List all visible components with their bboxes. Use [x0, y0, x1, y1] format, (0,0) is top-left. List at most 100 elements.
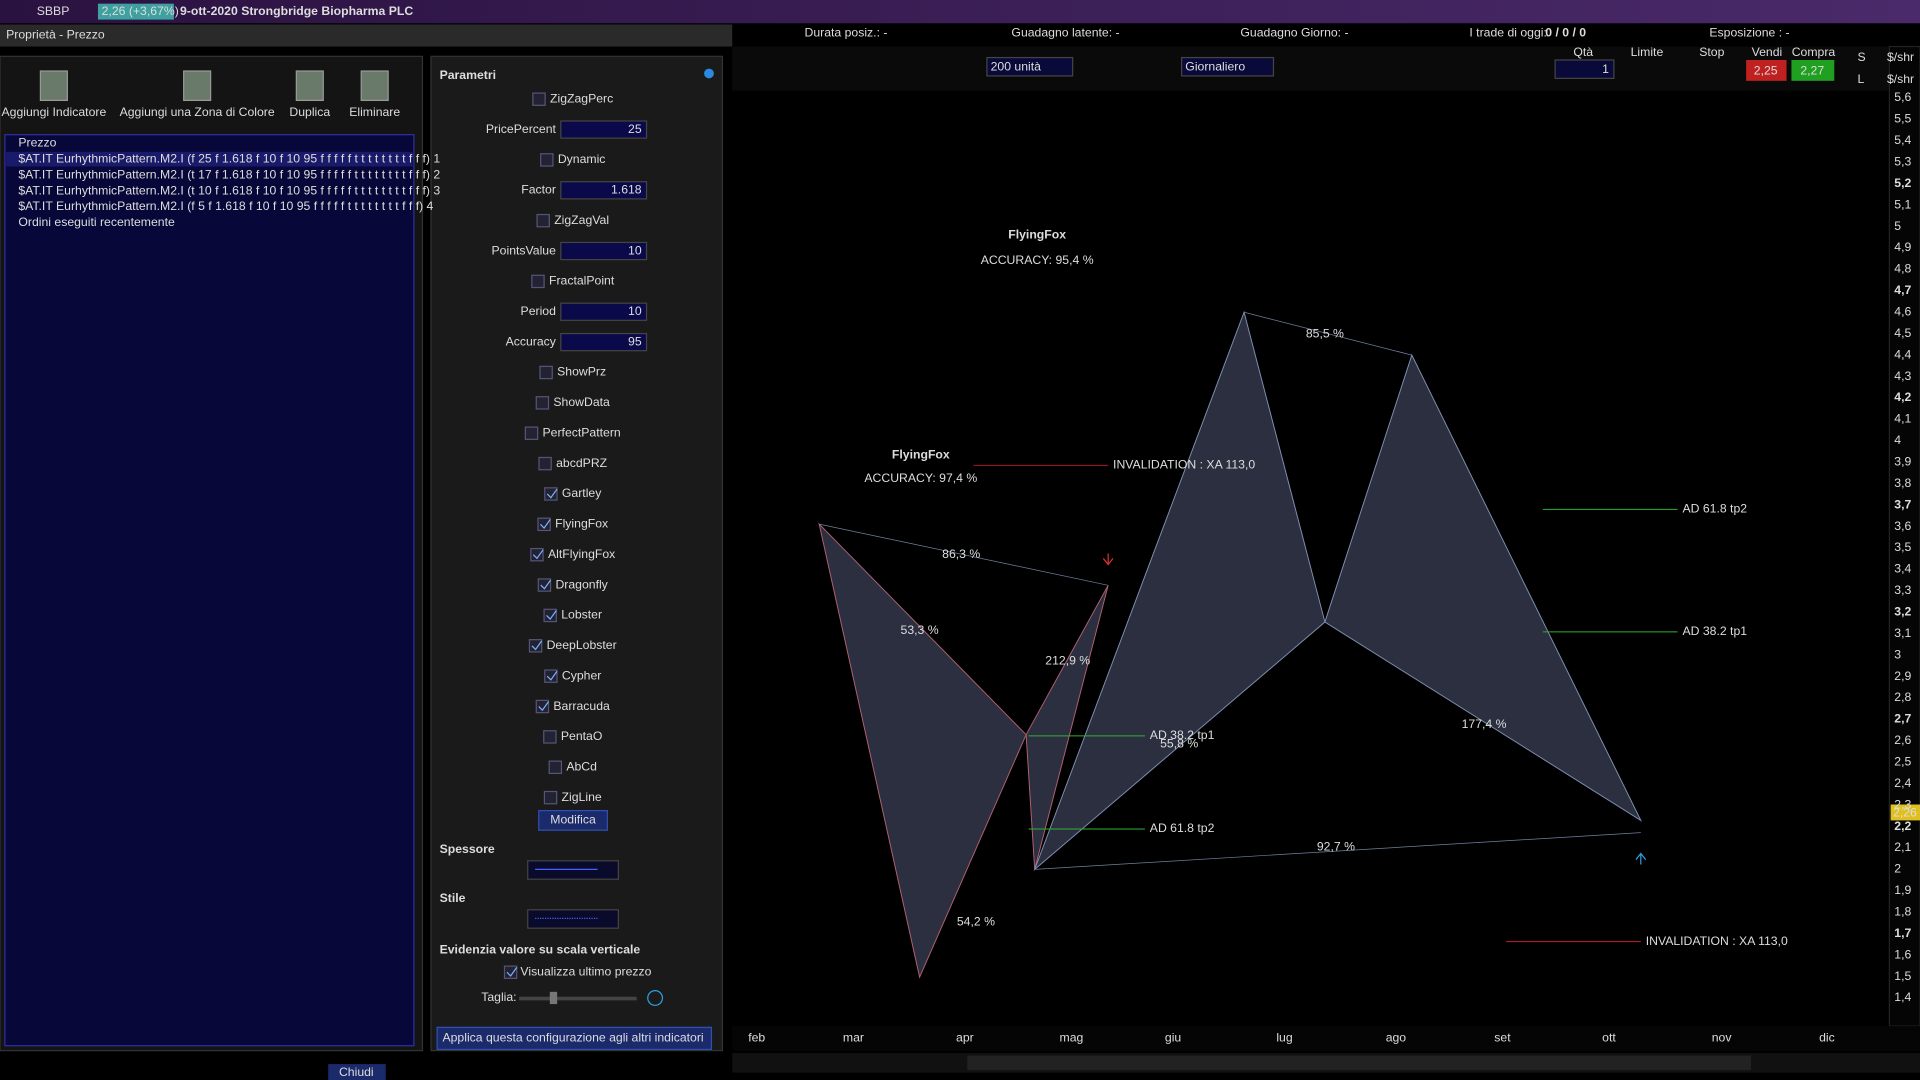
toolbar-icon[interactable]: [39, 70, 68, 102]
annotation: 86,3 %: [942, 547, 980, 561]
units-select[interactable]: [986, 56, 1074, 77]
price-tick-label: 1,7: [1894, 926, 1911, 940]
annotation: 55,8 %: [1160, 737, 1198, 751]
checkbox[interactable]: [543, 730, 557, 744]
param-input[interactable]: [560, 302, 648, 321]
checkbox[interactable]: [535, 699, 550, 714]
qty-input[interactable]: [1554, 59, 1615, 79]
units: 200 unità: [991, 60, 1042, 74]
buy-button[interactable]: [1791, 60, 1835, 81]
close-button[interactable]: [328, 1064, 386, 1080]
month-label: feb: [748, 1031, 765, 1045]
month-label: ago: [1386, 1031, 1407, 1045]
section-label: Stile: [440, 891, 466, 905]
checkbox[interactable]: [535, 396, 550, 410]
limit: Limite: [1631, 45, 1664, 59]
annotation: 54,2 %: [957, 914, 995, 928]
toolbar-icon[interactable]: [183, 70, 212, 102]
sell: Vendi: [1752, 45, 1783, 59]
price-tick-label: 4,7: [1894, 283, 1911, 297]
price-tick-label: 2,6: [1894, 733, 1911, 747]
checkbox[interactable]: [528, 639, 543, 653]
param-label: Lobster: [561, 608, 602, 622]
param-label: AbCd: [566, 759, 597, 773]
param-label: Cypher: [562, 668, 601, 682]
param-label: ShowData: [553, 395, 610, 409]
period-select[interactable]: [1181, 56, 1275, 77]
price-tick-label: 3,3: [1894, 583, 1911, 597]
checkbox[interactable]: [531, 274, 545, 289]
check-mark: [546, 670, 558, 681]
param-input[interactable]: [560, 120, 648, 139]
tree-item: $AT.IT EurhythmicPattern.M2.I (t 17 f 1.…: [18, 167, 440, 181]
buy: Compra: [1792, 45, 1836, 59]
param-label: ZigLine: [562, 790, 602, 804]
param-value: 1.618: [611, 183, 642, 197]
params-title: Parametri: [440, 68, 496, 82]
toolbar-button: Duplica: [289, 105, 330, 119]
check-mark: [540, 579, 552, 590]
price-tick-label: 2,9: [1894, 669, 1911, 683]
checkbox[interactable]: [537, 517, 551, 532]
apply-button[interactable]: [436, 1026, 713, 1050]
checkbox[interactable]: [524, 426, 539, 440]
checkbox[interactable]: [538, 456, 552, 471]
annotation: ACCURACY: 95,4 %: [981, 253, 1094, 267]
price-tick-label: 3,7: [1894, 497, 1911, 511]
param-label: PricePercent: [486, 122, 557, 136]
param-input[interactable]: [560, 181, 648, 200]
slider-thumb[interactable]: [549, 991, 558, 1005]
checkbox[interactable]: [536, 213, 550, 228]
param-label: DeepLobster: [547, 638, 617, 652]
checkbox[interactable]: [544, 487, 558, 501]
section-label: Evidenzia valore su scala verticale: [440, 942, 641, 956]
price-axis: [1888, 45, 1920, 1027]
last-price-box: [1890, 804, 1920, 821]
param-value: 10: [628, 304, 642, 318]
price-tick-label: 4: [1894, 433, 1901, 447]
checkbox[interactable]: [543, 790, 558, 805]
tree-item: Prezzo: [18, 135, 56, 149]
price-tick-label: 2: [1894, 862, 1901, 876]
size-label: Taglia:: [481, 990, 516, 1004]
checkbox[interactable]: [530, 547, 544, 562]
modify-button[interactable]: [538, 810, 608, 831]
param-label: ShowPrz: [557, 365, 606, 379]
price-tick-label: 3,2: [1894, 604, 1911, 618]
price-tick-label: 4,6: [1894, 304, 1911, 318]
annotation: 85,5 %: [1306, 327, 1344, 341]
price-tick-label: 4,3: [1894, 369, 1911, 383]
stop: Stop: [1699, 45, 1724, 59]
checkbox[interactable]: [537, 578, 552, 592]
sell-button[interactable]: [1746, 60, 1787, 81]
checkbox[interactable]: [532, 92, 546, 106]
price-tick-label: 5,1: [1894, 197, 1911, 211]
annotation: INVALIDATION : XA 113,0: [1113, 458, 1255, 472]
price-tick-label: 3: [1894, 647, 1901, 661]
checkbox[interactable]: [503, 965, 518, 979]
checkbox[interactable]: [539, 365, 553, 380]
param-label: Accuracy: [506, 334, 557, 348]
annotation: AD 38.2 tp1: [1682, 624, 1747, 638]
param-input[interactable]: [560, 241, 648, 261]
param-input[interactable]: [560, 332, 648, 352]
param-label: Barracuda: [553, 699, 610, 713]
annotation: AD 61.8 tp2: [1150, 821, 1215, 835]
price-tick-label: 3,4: [1894, 562, 1911, 576]
checkbox[interactable]: [544, 669, 558, 683]
scroll-thumb[interactable]: [967, 1055, 1752, 1071]
style-select[interactable]: [527, 909, 619, 929]
apply-label: Applica questa configurazione agli altri…: [442, 1031, 703, 1045]
size-slider[interactable]: [519, 996, 637, 1001]
checkbox[interactable]: [540, 153, 554, 167]
toolbar-icon[interactable]: [360, 70, 389, 102]
param-label: Dynamic: [558, 152, 606, 166]
reset-icon[interactable]: [647, 990, 664, 1006]
panel-header: [0, 24, 733, 47]
price-tick-label: 1,6: [1894, 947, 1911, 961]
checkbox[interactable]: [543, 608, 557, 623]
side: S: [1858, 50, 1866, 64]
checkbox[interactable]: [548, 760, 563, 774]
annotation: 92,7 %: [1317, 840, 1355, 854]
toolbar-icon[interactable]: [295, 70, 324, 102]
